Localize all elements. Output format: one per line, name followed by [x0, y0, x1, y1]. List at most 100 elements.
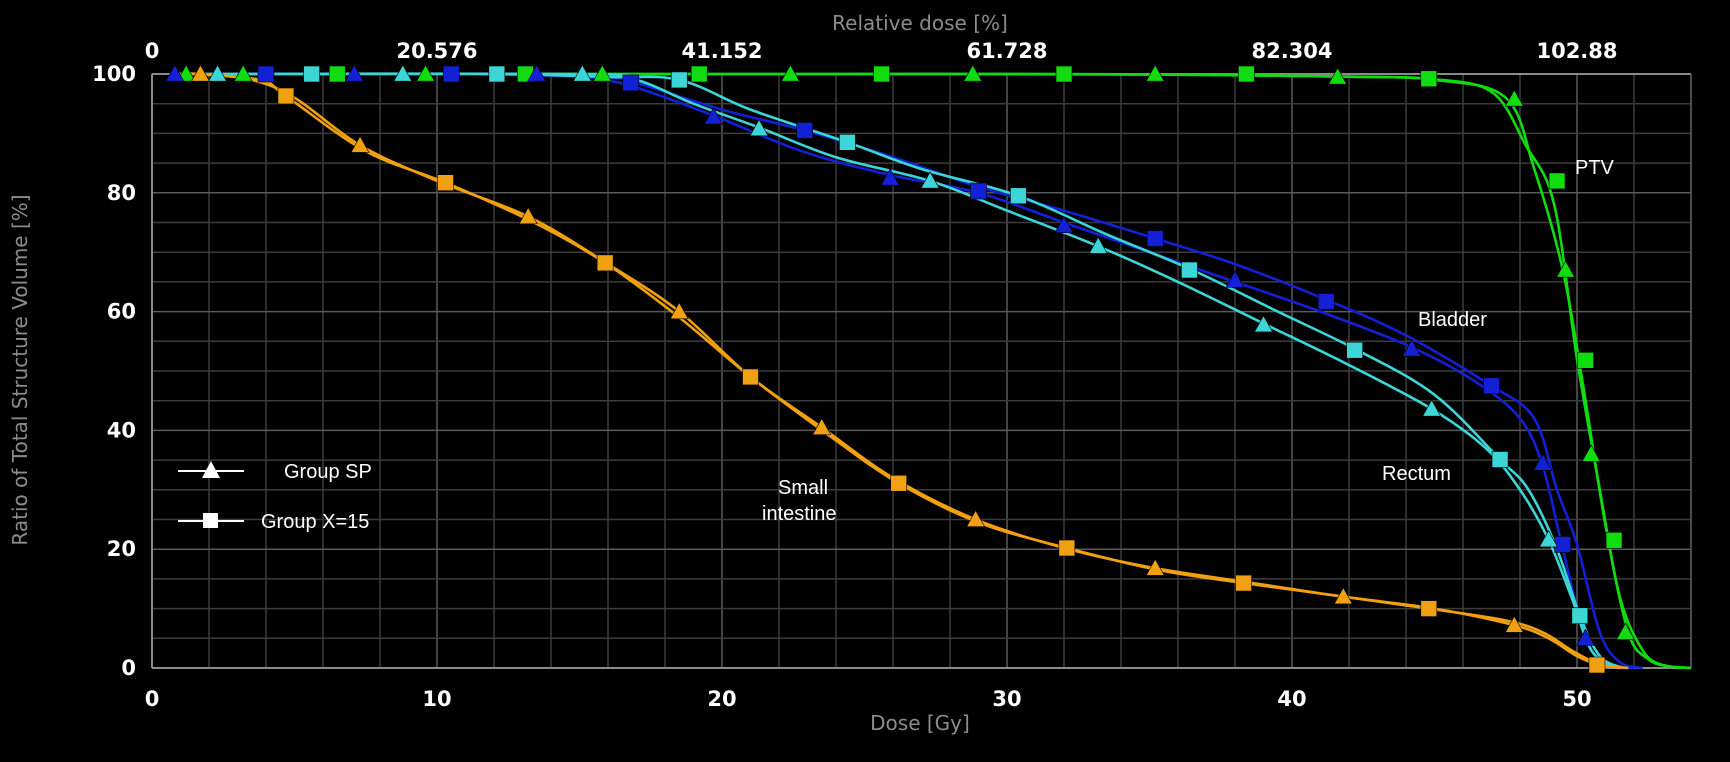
small-intestine-triangle-marker: [669, 301, 689, 320]
ptv-triangle-marker: [963, 64, 983, 82]
ptv-triangle-marker: [1615, 622, 1635, 640]
ptv-triangle-marker: [1328, 67, 1348, 85]
x-tick-label: 10: [422, 687, 451, 711]
y-tick-label: 60: [107, 300, 136, 324]
bladder-triangle-marker: [1576, 628, 1596, 646]
y-tick-label: 40: [107, 418, 136, 442]
rectum-triangle-marker: [1422, 399, 1442, 417]
small-intestine-triangle-marker: [966, 509, 986, 528]
small-intestine-square-marker: [437, 174, 454, 192]
bladder-triangle-marker: [1533, 453, 1553, 471]
rectum-triangle-marker: [749, 119, 769, 137]
rectum-square-marker: [1181, 261, 1198, 279]
y-tick-label: 80: [107, 181, 136, 205]
bladder-square-marker: [257, 65, 275, 83]
rectum-group-x-15-curve: [174, 72, 1624, 670]
bladder-square-marker: [1317, 293, 1335, 310]
bladder-square-marker: [442, 65, 460, 83]
top-tick-label: 0: [145, 39, 160, 63]
legend-square-icon: [203, 513, 218, 528]
y-tick-label: 0: [121, 656, 136, 680]
rectum-triangle-marker: [393, 64, 413, 82]
ptv-square-marker: [690, 65, 708, 83]
ptv-square-marker: [1238, 65, 1255, 83]
x-tick-label: 20: [707, 687, 736, 711]
top-tick-label: 41.152: [681, 39, 762, 63]
ptv-triangle-marker: [1145, 64, 1165, 82]
bladder-triangle-marker: [1225, 270, 1245, 288]
annotation-small-intestine-line1: Small: [778, 477, 828, 499]
top-axis-title: Relative dose [%]: [832, 11, 1008, 35]
top-tick-label: 20.576: [396, 39, 477, 63]
bladder-triangle-marker: [880, 168, 900, 186]
top-tick-label: 82.304: [1251, 39, 1332, 63]
rectum-triangle-marker: [1538, 530, 1559, 548]
ptv-square-marker: [1548, 172, 1566, 190]
small-intestine-square-marker: [742, 368, 759, 386]
ptv-triangle-marker: [1581, 444, 1601, 462]
ptv-triangle-marker: [233, 64, 253, 82]
annotation-small-intestine: Small intestine: [762, 477, 837, 525]
small-intestine-square-marker: [1588, 656, 1606, 674]
x-tick-label: 50: [1562, 687, 1591, 711]
rectum-square-marker: [670, 71, 688, 89]
ptv-square-marker: [1605, 531, 1623, 549]
y-axis-title: Ratio of Total Structure Volume [%]: [8, 194, 32, 545]
legend-triangle-icon: [202, 461, 220, 478]
ptv-square-marker: [328, 65, 346, 83]
rectum-triangle-marker: [920, 171, 940, 189]
small-intestine-triangle-marker: [1504, 615, 1524, 633]
small-intestine-square-marker: [1420, 600, 1438, 617]
annotation-rectum: Rectum: [1382, 463, 1451, 485]
x-tick-label: 0: [145, 687, 160, 711]
small-intestine-triangle-marker: [1145, 558, 1165, 576]
ptv-triangle-marker: [416, 64, 436, 82]
bladder-square-marker: [1554, 536, 1572, 553]
rectum-square-marker: [1010, 187, 1027, 205]
bladder-square-marker: [622, 74, 640, 92]
small-intestine-triangle-marker: [190, 64, 210, 82]
curve-markers: [165, 64, 1635, 674]
annotation-small-intestine-line2: intestine: [762, 503, 837, 525]
bladder-triangle-marker: [1402, 339, 1422, 357]
ptv-triangle-marker: [1504, 89, 1524, 107]
rectum-square-marker: [1346, 341, 1363, 359]
y-tick-label: 20: [107, 537, 136, 561]
bladder-triangle-marker: [703, 107, 723, 125]
small-intestine-square-marker: [1058, 539, 1076, 557]
small-intestine-triangle-marker: [1333, 587, 1353, 605]
bladder-triangle-marker: [527, 64, 547, 82]
bladder-square-marker: [1483, 377, 1500, 395]
annotation-bladder: Bladder: [1418, 309, 1487, 331]
ptv-triangle-marker: [1556, 260, 1576, 278]
rectum-triangle-marker: [1253, 315, 1274, 333]
y-tick-label: 100: [92, 62, 136, 86]
small-intestine-square-marker: [890, 474, 908, 492]
x-tick-label: 30: [992, 687, 1021, 711]
rectum-square-marker: [1571, 607, 1589, 625]
legend-label-group-sp: Group SP: [284, 461, 372, 483]
ptv-triangle-marker: [780, 64, 800, 82]
rectum-triangle-marker: [572, 64, 592, 82]
small-intestine-square-marker: [1235, 574, 1252, 592]
small-intestine-triangle-marker: [812, 417, 832, 435]
small-intestine-triangle-marker: [518, 206, 538, 225]
bladder-triangle-marker: [1054, 215, 1074, 233]
ptv-square-marker: [1055, 65, 1073, 83]
ptv-square-marker: [1420, 70, 1438, 88]
top-tick-label: 61.728: [966, 39, 1047, 63]
legend: Group SP Group X=15: [178, 461, 372, 533]
bladder-square-marker: [970, 182, 987, 200]
small-intestine-square-marker: [596, 254, 614, 272]
bladder-square-marker: [1146, 230, 1164, 247]
small-intestine-triangle-marker: [350, 135, 370, 153]
bladder-square-marker: [796, 122, 813, 139]
annotation-ptv: PTV: [1575, 157, 1615, 179]
x-tick-label: 40: [1277, 687, 1306, 711]
bladder-triangle-marker: [344, 64, 364, 82]
rectum-triangle-marker: [208, 64, 228, 82]
rectum-square-marker: [488, 65, 506, 83]
legend-label-group-x15: Group X=15: [261, 511, 369, 533]
